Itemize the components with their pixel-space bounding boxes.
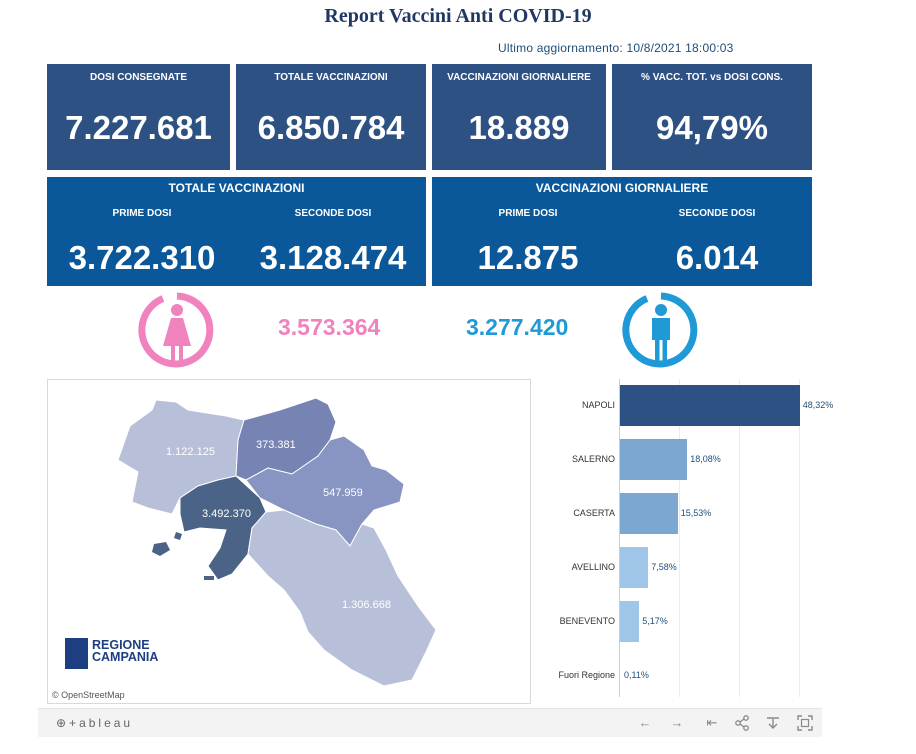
kpi-totale-vaccinazioni: TOTALE VACCINAZIONI 6.850.784	[236, 64, 426, 170]
page-title: Report Vaccini Anti COVID-19	[324, 5, 592, 27]
map-attribution[interactable]: © OpenStreetMap	[52, 690, 125, 700]
map-label-benevento: 373.381	[256, 439, 296, 451]
kpi-label: TOTALE VACCINAZIONI	[274, 72, 388, 83]
kpi-label: DOSI CONSEGNATE	[89, 72, 188, 83]
prime-dosi-label: PRIME DOSI	[498, 208, 558, 219]
female-icon	[138, 292, 214, 368]
island-ischia	[152, 542, 170, 556]
bar-value-label: 15,53%	[680, 507, 712, 518]
logo-line-2: CAMPANIA	[92, 650, 159, 664]
bar-caserta[interactable]	[620, 493, 678, 534]
province-bar-chart: NAPOLI 48,32% SALERNO 18,08% CASERTA 15,53% AV…	[540, 379, 833, 704]
revert-button[interactable]: ⇤	[706, 715, 718, 730]
panel-header: TOTALE VACCINAZIONI	[168, 181, 305, 195]
island-procida	[174, 532, 182, 540]
map-shapes	[117, 397, 437, 687]
male-vaccinated-value: 3.277.420	[466, 314, 569, 340]
prime-dosi-value: 3.722.310	[68, 239, 216, 276]
download-icon[interactable]	[763, 713, 783, 733]
kpi-value: 18.889	[468, 109, 570, 146]
map-label-napoli: 3.492.370	[202, 508, 251, 520]
bar-avellino[interactable]	[620, 547, 649, 588]
bar-category-label: BENEVENTO	[559, 615, 615, 626]
bar-value-label: 0,11%	[624, 669, 649, 680]
grid-line	[679, 379, 680, 697]
undo-button[interactable]: ←	[638, 715, 652, 730]
grid-line	[799, 379, 800, 697]
prime-dosi-label: PRIME DOSI	[112, 208, 172, 219]
logo-mark	[65, 638, 88, 669]
panel-header: VACCINAZIONI GIORNALIERE	[535, 181, 709, 195]
bar-value-label: 18,08%	[690, 453, 721, 464]
map-label-avellino: 547.959	[323, 487, 363, 499]
female-vaccinated-value: 3.573.364	[278, 314, 381, 340]
bar-benevento[interactable]	[620, 601, 640, 642]
bar-value-label: 7,58%	[651, 561, 677, 572]
bar-value-label: 5,17%	[642, 615, 668, 626]
grid-line	[739, 379, 740, 697]
seconde-dosi-label: SECONDE DOSI	[294, 208, 372, 219]
vaccinazioni-giornaliere-panel: VACCINAZIONI GIORNALIERE PRIME DOSI SECO…	[432, 177, 812, 286]
tableau-logo[interactable]: ⊕+ableau	[56, 716, 134, 730]
province-salerno	[247, 509, 437, 687]
tableau-toolbar: ⊕+ableau ← → ⇤	[38, 708, 822, 737]
seconde-dosi-value: 3.128.474	[259, 239, 407, 276]
campania-map[interactable]: 1.122.125 373.381 547.959 3.492.370 1.30…	[47, 379, 531, 704]
province-napoli	[179, 475, 267, 581]
bar-category-label: NAPOLI	[581, 399, 615, 410]
bar-category-label: AVELLINO	[571, 561, 615, 572]
kpi-label: VACCINAZIONI GIORNALIERE	[447, 72, 591, 83]
bar-napoli[interactable]	[620, 385, 800, 426]
bar-value-label: 48,32%	[802, 399, 834, 410]
totale-vaccinazioni-panel: TOTALE VACCINAZIONI PRIME DOSI SECONDE D…	[47, 177, 426, 286]
kpi-label: % VACC. TOT. vs DOSI CONS.	[641, 72, 783, 83]
seconde-dosi-label: SECONDE DOSI	[678, 208, 756, 219]
seconde-dosi-value: 6.014	[675, 239, 759, 276]
kpi-percentuale: % VACC. TOT. vs DOSI CONS. 94,79%	[612, 64, 812, 170]
regione-campania-logo: REGIONE CAMPANIA	[65, 638, 165, 670]
redo-button[interactable]: →	[670, 715, 684, 730]
kpi-vaccinazioni-giornaliere: VACCINAZIONI GIORNALIERE 18.889	[432, 64, 606, 170]
kpi-value: 7.227.681	[65, 109, 212, 146]
kpi-dosi-consegnate: DOSI CONSEGNATE 7.227.681	[47, 64, 230, 170]
bar-category-label: SALERNO	[571, 453, 615, 464]
bar-salerno[interactable]	[620, 439, 688, 480]
logo-line-1: REGIONE	[92, 638, 150, 652]
kpi-value: 94,79%	[656, 109, 768, 146]
male-icon	[622, 292, 698, 368]
bar-axis	[619, 379, 620, 697]
map-label-salerno: 1.306.668	[342, 599, 391, 611]
map-label-caserta: 1.122.125	[166, 446, 215, 458]
island-capri	[204, 576, 214, 580]
share-icon[interactable]	[732, 713, 752, 733]
logo-text: REGIONE CAMPANIA	[92, 638, 159, 664]
fullscreen-icon[interactable]	[795, 713, 815, 733]
prime-dosi-value: 12.875	[477, 239, 579, 276]
kpi-value: 6.850.784	[257, 109, 405, 146]
bar-category-label: Fuori Regione	[558, 669, 615, 680]
last-updated: Ultimo aggiornamento: 10/8/2021 18:00:03	[498, 41, 734, 55]
bar-category-label: CASERTA	[573, 507, 615, 518]
